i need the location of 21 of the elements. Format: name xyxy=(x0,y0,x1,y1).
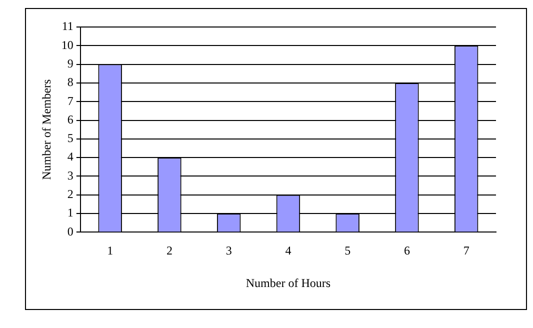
x-tick-label: 3 xyxy=(226,244,232,258)
y-tick-label: 11 xyxy=(62,19,74,34)
x-tick-label: 2 xyxy=(166,244,172,258)
y-tick-label: 0 xyxy=(67,224,74,238)
y-tick-label: 8 xyxy=(67,75,74,90)
x-tick-label: 7 xyxy=(463,244,470,258)
x-tick-label: 1 xyxy=(107,244,114,258)
y-tick-label: 5 xyxy=(67,131,74,146)
y-tick-label: 9 xyxy=(67,56,74,70)
y-tick-label: 2 xyxy=(67,187,74,202)
x-tick-label: 5 xyxy=(344,244,351,258)
y-tick-label: 10 xyxy=(61,38,74,52)
y-tick-label: 3 xyxy=(67,168,74,182)
y-axis-title: Number of Members xyxy=(39,78,54,180)
y-tick-label: 7 xyxy=(67,94,74,108)
x-tick-label: 4 xyxy=(285,244,292,258)
y-tick-label: 6 xyxy=(67,112,74,126)
y-tick-label: 4 xyxy=(67,150,74,164)
x-tick-label: 6 xyxy=(404,244,410,258)
y-tick-label: 1 xyxy=(67,206,74,220)
x-axis-title: Number of Hours xyxy=(246,276,331,290)
